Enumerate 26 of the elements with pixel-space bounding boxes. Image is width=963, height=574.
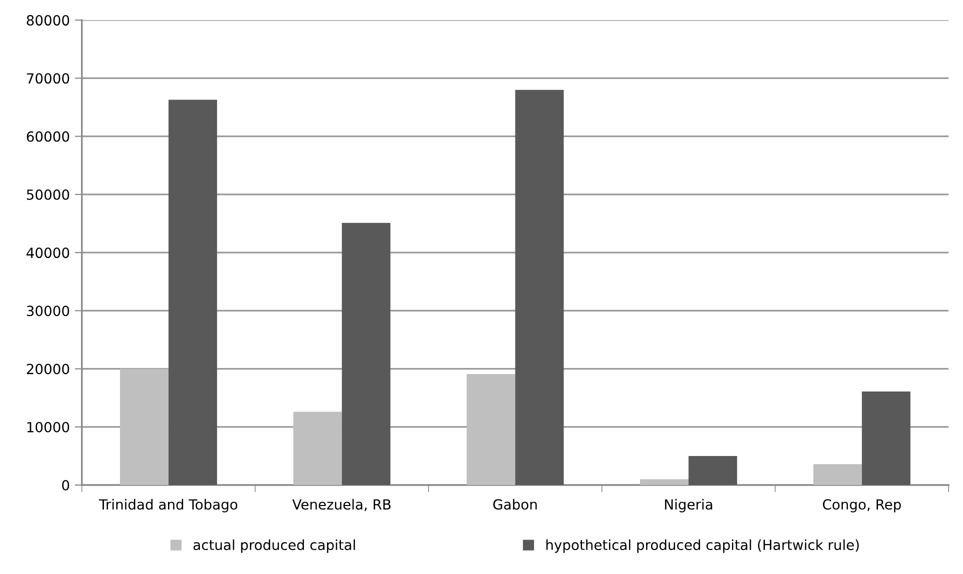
bar (813, 464, 862, 486)
bar (640, 479, 689, 486)
y-tick-label: 20000 (26, 364, 70, 374)
bar (466, 374, 516, 486)
y-tick-label: 70000 (27, 73, 70, 84)
x-tick-label: Trinidad and Tobago (98, 498, 238, 512)
bar (120, 368, 169, 486)
x-tick-label: Venezuela, RB (292, 498, 391, 512)
y-tick-label: 60000 (26, 131, 70, 142)
legend-label: hypothetical produced capital (Hartwick rule) (546, 539, 859, 553)
bar (862, 391, 910, 486)
bar (688, 456, 738, 486)
y-tick-label: 80000 (26, 15, 70, 26)
y-tick-label: 40000 (26, 248, 70, 258)
y-tick-label: 50000 (26, 189, 70, 200)
y-tick-label: 30000 (26, 306, 70, 316)
bar (168, 100, 218, 486)
bar (515, 90, 564, 486)
x-tick-label: Gabon (493, 498, 537, 510)
y-tick-label: 10000 (27, 422, 70, 432)
bar (342, 222, 390, 486)
legend-label: actual produced capital (194, 539, 355, 553)
y-tick-label: 0 (62, 480, 70, 491)
x-tick-label: Nigeria (665, 498, 712, 512)
bar (293, 412, 342, 486)
x-tick-label: Congo, Rep (822, 499, 901, 512)
